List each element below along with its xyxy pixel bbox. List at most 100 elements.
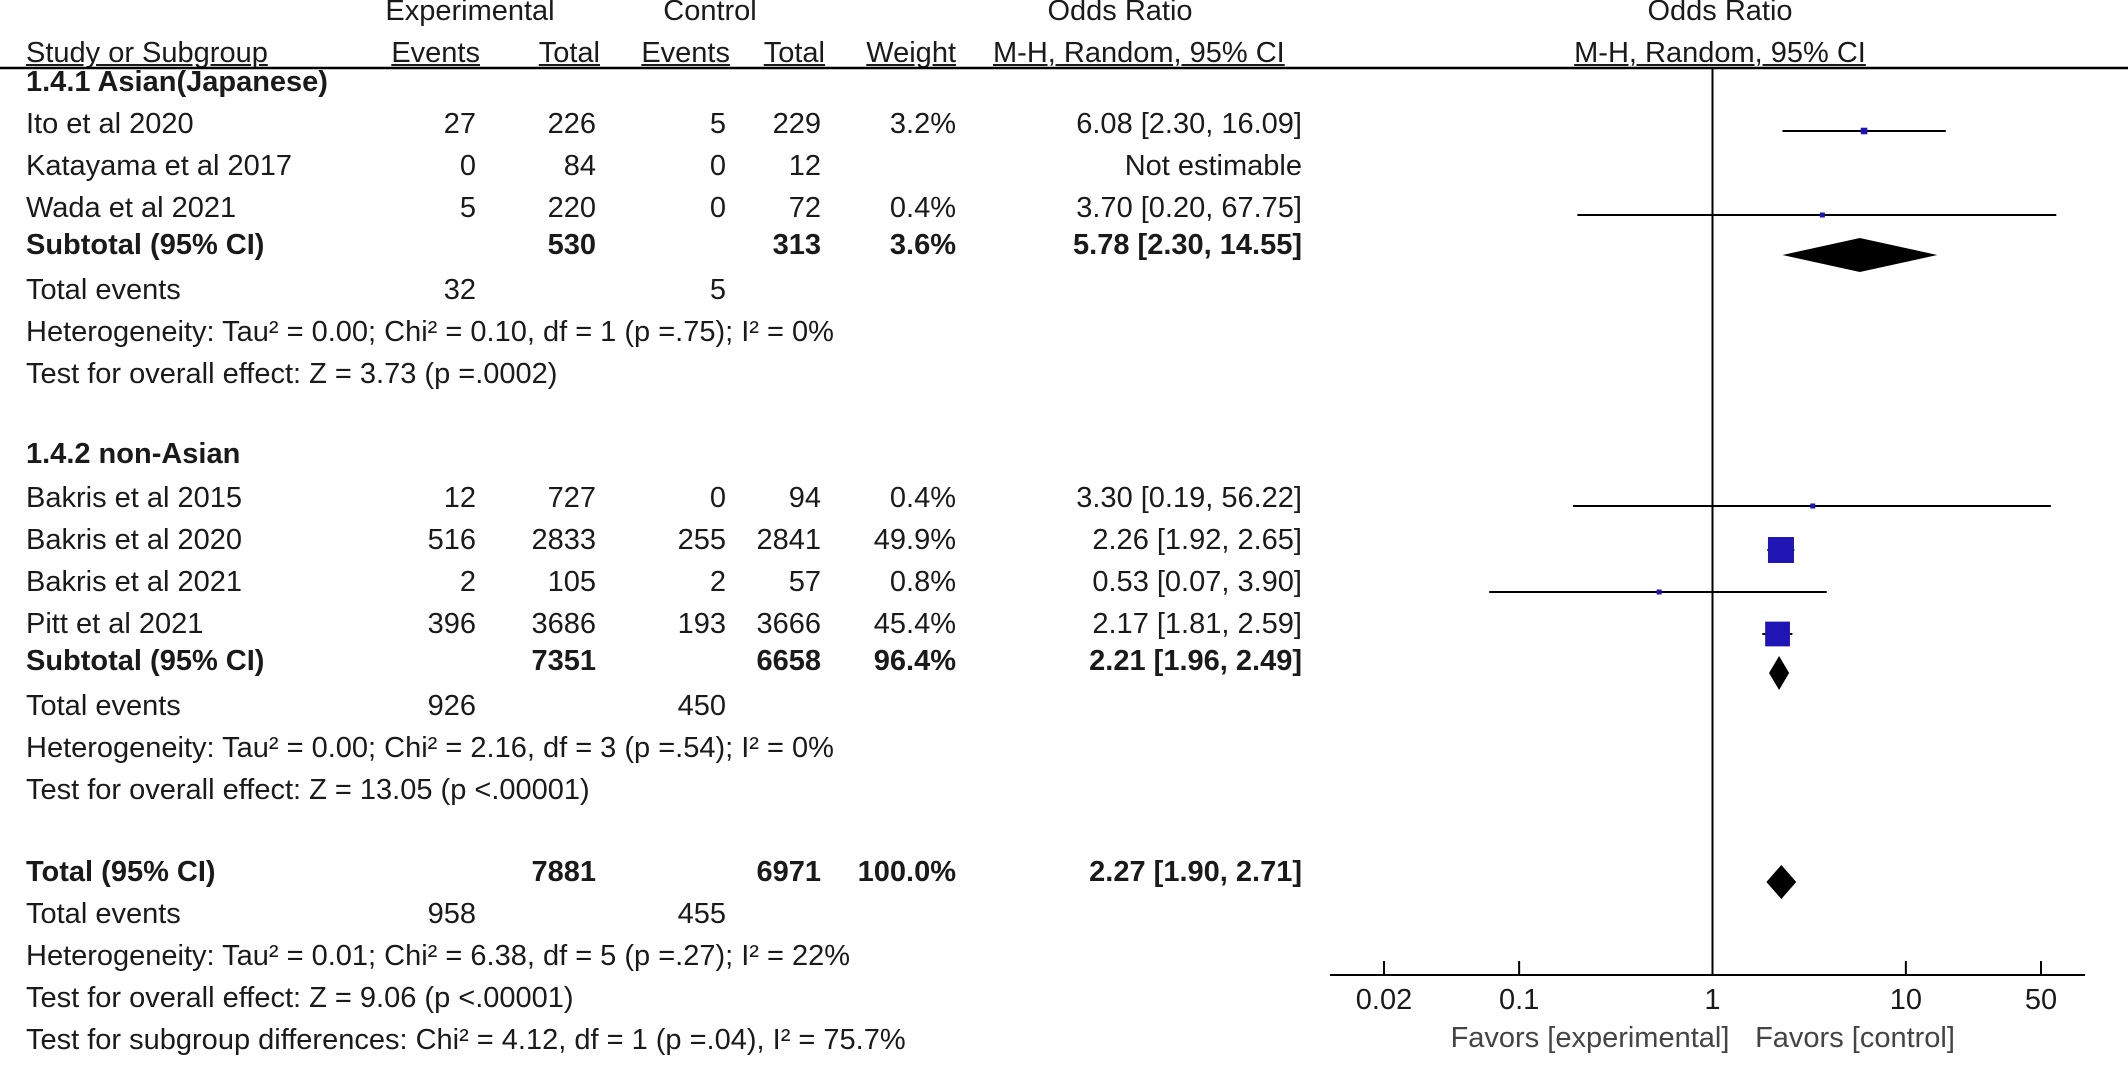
cell-weight: 96.4%	[873, 645, 956, 677]
cell-tot-e: 3686	[531, 608, 596, 640]
cell-ev-e: 0	[459, 150, 476, 182]
row-label: Total events	[26, 690, 181, 722]
row-label: Bakris et al 2020	[26, 524, 243, 556]
cell-ev-c: 2	[709, 566, 726, 598]
cell-ev-e: 12	[443, 482, 476, 514]
row-label: Bakris et al 2015	[26, 482, 243, 514]
cell-tot-e: 530	[547, 229, 596, 261]
cell-tot-c: 3666	[756, 608, 821, 640]
header-odds-ratio-plot: Odds Ratio	[1647, 0, 1793, 27]
favors-control-label: Favors [control]	[1755, 1022, 1955, 1054]
row-label: Subtotal (95% CI)	[26, 645, 265, 677]
cell-weight: 45.4%	[873, 608, 956, 640]
cell-ci: 3.70 [0.20, 67.75]	[1076, 192, 1302, 224]
pooled-diamond	[1766, 865, 1797, 899]
row-label: Total events	[26, 898, 181, 930]
study-point-marker	[1810, 503, 1816, 509]
study-point-marker	[1765, 621, 1790, 647]
header-experimental: Experimental	[385, 0, 555, 27]
header-total-c: Total	[763, 37, 825, 69]
cell-tot-c: 57	[788, 566, 821, 598]
row-label: Heterogeneity: Tau² = 0.00; Chi² = 0.10,…	[26, 316, 834, 348]
cell-ev-e: 396	[427, 608, 476, 640]
cell-ev-c: 193	[677, 608, 726, 640]
header-study: Study or Subgroup	[26, 37, 268, 69]
cell-weight: 0.4%	[889, 482, 956, 514]
cell-tot-e: 727	[547, 482, 596, 514]
cell-tot-c: 6658	[756, 645, 821, 677]
cell-weight: 49.9%	[873, 524, 956, 556]
row-label: Pitt et al 2021	[26, 608, 204, 640]
cell-ev-e: 2	[459, 566, 476, 598]
cell-ci: 3.30 [0.19, 56.22]	[1076, 482, 1302, 514]
cell-tot-e: 2833	[531, 524, 596, 556]
header-events-c: Events	[641, 37, 730, 69]
header-method-plot: M-H, Random, 95% CI	[1574, 37, 1866, 69]
cell-weight: 0.4%	[889, 192, 956, 224]
row-label: 1.4.1 Asian(Japanese)	[26, 66, 328, 98]
cell-ev-c: 5	[709, 108, 726, 140]
cell-ev-c: 0	[709, 482, 726, 514]
header-total-e: Total	[538, 37, 600, 69]
header-events-e: Events	[391, 37, 480, 69]
cell-tot-c: 2841	[756, 524, 821, 556]
cell-tot-e: 105	[547, 566, 596, 598]
row-label: Bakris et al 2021	[26, 566, 243, 598]
x-tick-label: 0.1	[1499, 984, 1539, 1016]
row-label: Test for overall effect: Z = 9.06 (p <.0…	[26, 982, 574, 1014]
cell-weight: 3.6%	[889, 229, 956, 261]
favors-experimental-label: Favors [experimental]	[1451, 1022, 1730, 1054]
x-tick-label: 0.02	[1356, 984, 1412, 1016]
cell-weight: 3.2%	[889, 108, 956, 140]
cell-ci: 2.21 [1.96, 2.49]	[1089, 645, 1302, 677]
cell-ci: Not estimable	[1124, 150, 1302, 182]
row-label: Total events	[26, 274, 181, 306]
study-point-marker	[1819, 212, 1825, 218]
cell-ci: 2.27 [1.90, 2.71]	[1089, 856, 1302, 888]
cell-tot-c: 12	[788, 150, 821, 182]
x-tick-label: 50	[2025, 984, 2057, 1016]
cell-tot-c: 6971	[756, 856, 821, 888]
cell-tot-e: 7351	[531, 645, 596, 677]
header-weight: Weight	[866, 37, 956, 69]
cell-tot-e: 226	[547, 108, 596, 140]
row-label: Katayama et al 2017	[26, 150, 293, 182]
cell-tot-c: 72	[788, 192, 821, 224]
cell-ci: 6.08 [2.30, 16.09]	[1076, 108, 1302, 140]
cell-ev-e: 516	[427, 524, 476, 556]
cell-ev-e: 5	[459, 192, 476, 224]
cell-tot-e: 7881	[531, 856, 596, 888]
cell-ev-e: 926	[427, 690, 476, 722]
header-odds-ratio: Odds Ratio	[1047, 0, 1193, 27]
cell-ev-c: 5	[709, 274, 726, 306]
cell-tot-e: 220	[547, 192, 596, 224]
pooled-diamond	[1769, 656, 1790, 690]
cell-tot-e: 84	[563, 150, 596, 182]
row-label: Total (95% CI)	[26, 856, 216, 888]
x-tick-label: 10	[1890, 984, 1922, 1016]
row-label: Wada et al 2021	[26, 192, 237, 224]
row-label: Heterogeneity: Tau² = 0.01; Chi² = 6.38,…	[26, 940, 851, 972]
cell-ev-c: 450	[677, 690, 726, 722]
header-method: M-H, Random, 95% CI	[993, 37, 1285, 69]
study-point-marker	[1860, 127, 1868, 135]
cell-ci: 2.26 [1.92, 2.65]	[1092, 524, 1302, 556]
cell-ev-e: 958	[427, 898, 476, 930]
pooled-diamond	[1782, 238, 1938, 272]
cell-ev-c: 255	[677, 524, 726, 556]
study-point-marker	[1767, 537, 1794, 563]
x-tick-label: 1	[1704, 984, 1720, 1016]
cell-ci: 2.17 [1.81, 2.59]	[1092, 608, 1302, 640]
row-label: Test for subgroup differences: Chi² = 4.…	[26, 1024, 906, 1056]
cell-ev-c: 0	[709, 150, 726, 182]
header-control: Control	[663, 0, 757, 27]
cell-tot-c: 94	[788, 482, 821, 514]
cell-tot-c: 229	[772, 108, 821, 140]
cell-ev-e: 27	[443, 108, 476, 140]
row-label: Ito et al 2020	[26, 108, 194, 140]
row-label: 1.4.2 non-Asian	[26, 438, 241, 470]
cell-ci: 0.53 [0.07, 3.90]	[1092, 566, 1302, 598]
cell-weight: 0.8%	[889, 566, 956, 598]
row-label: Heterogeneity: Tau² = 0.00; Chi² = 2.16,…	[26, 732, 834, 764]
